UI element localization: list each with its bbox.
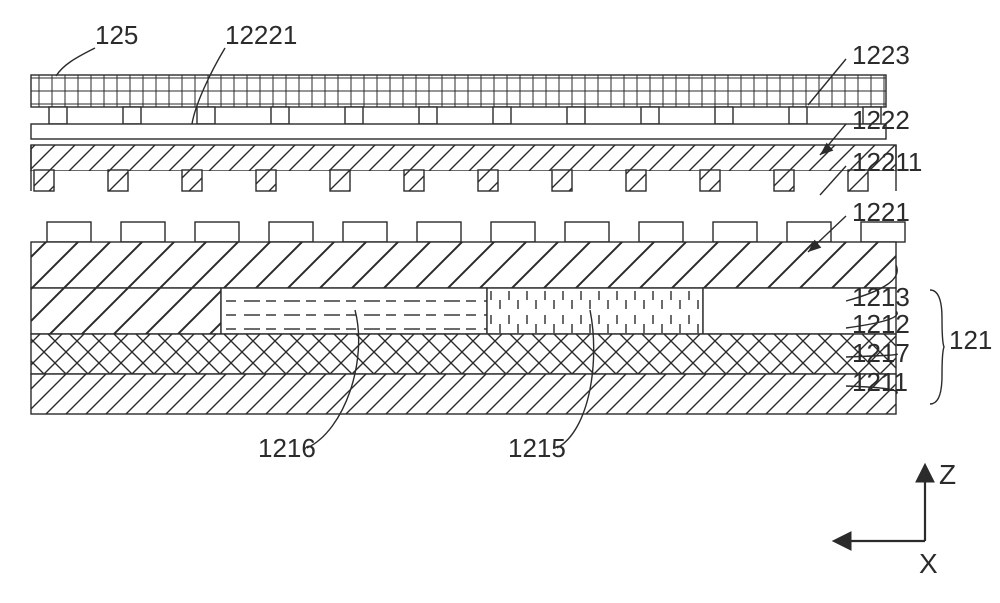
tooth-1222 — [34, 170, 54, 191]
label-1213: 1213 — [852, 282, 910, 312]
tooth-1222 — [330, 170, 350, 191]
leader-line — [56, 48, 95, 76]
label-12221: 12221 — [225, 20, 297, 50]
tooth-1222 — [774, 170, 794, 191]
tooth-1222 — [256, 170, 276, 191]
tooth-1222 — [182, 170, 202, 191]
spacer-1223 — [641, 107, 659, 124]
spacer-1223 — [271, 107, 289, 124]
tooth-1222 — [108, 170, 128, 191]
label-125: 125 — [95, 20, 138, 50]
layer-stack — [31, 75, 905, 414]
spacer-1223 — [419, 107, 437, 124]
coord-axes: ZX — [835, 459, 956, 579]
layer-1211 — [31, 374, 896, 414]
block-12211 — [491, 222, 535, 242]
spacer-1223 — [49, 107, 67, 124]
layer-1222-body — [31, 145, 896, 171]
brace-121 — [930, 290, 944, 404]
block-12211 — [565, 222, 609, 242]
spacer-1223 — [789, 107, 807, 124]
layer-125 — [31, 75, 886, 107]
layer-1213 — [31, 242, 896, 288]
label-1222: 1222 — [852, 105, 910, 135]
axis-x-label: X — [919, 548, 938, 579]
layer-12221-slab — [31, 124, 886, 139]
spacer-1223 — [123, 107, 141, 124]
label-1217: 1217 — [852, 338, 910, 368]
block-12211 — [47, 222, 91, 242]
block-12211 — [713, 222, 757, 242]
label-1216: 1216 — [258, 433, 316, 463]
block-12211 — [639, 222, 683, 242]
tooth-1222 — [552, 170, 572, 191]
layer-1217 — [31, 334, 896, 374]
block-12211 — [195, 222, 239, 242]
spacer-1223 — [197, 107, 215, 124]
tooth-1222 — [700, 170, 720, 191]
block-12211 — [787, 222, 831, 242]
block-12211 — [343, 222, 387, 242]
spacer-1223 — [345, 107, 363, 124]
block-12211 — [121, 222, 165, 242]
block-12211 — [417, 222, 461, 242]
layer-1215 — [487, 288, 703, 334]
label-1221: 1221 — [852, 197, 910, 227]
layer-1216 — [221, 288, 487, 334]
spacer-1223 — [567, 107, 585, 124]
label-12211: 12211 — [852, 147, 922, 177]
label-1215: 1215 — [508, 433, 566, 463]
label-1211: 1211 — [852, 367, 908, 397]
tooth-1222 — [404, 170, 424, 191]
brace-121 — [930, 290, 944, 404]
axis-z-label: Z — [939, 459, 956, 490]
label-121: 121 — [949, 325, 992, 355]
label-1212: 1212 — [852, 309, 910, 339]
tooth-1222 — [626, 170, 646, 191]
label-1223: 1223 — [852, 40, 910, 70]
spacer-1223 — [715, 107, 733, 124]
diagram-root: 1251222112231222122111221121312121217121… — [0, 0, 1000, 603]
block-12211 — [269, 222, 313, 242]
layer-1212-seg1 — [31, 288, 221, 334]
spacer-1223 — [493, 107, 511, 124]
tooth-1222 — [478, 170, 498, 191]
